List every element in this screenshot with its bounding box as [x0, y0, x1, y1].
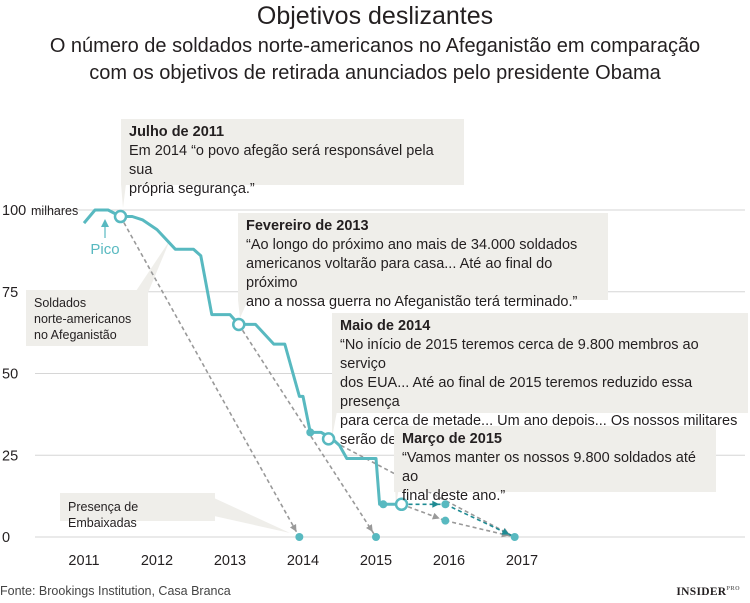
pointer-julho-2011: [121, 184, 126, 208]
projection-line: [119, 216, 301, 538]
y-tick-label: 0: [2, 530, 10, 546]
x-tick-label: 2015: [360, 553, 392, 569]
y-tick-label: 75: [2, 285, 18, 301]
peak-label: Pico: [90, 241, 119, 258]
y-tick-label: 50: [2, 367, 18, 383]
subtitle-text: O número de soldados norte-americanos no…: [49, 35, 701, 84]
troops-series-label: Soldados norte-americanos no Afeganistão: [26, 290, 148, 346]
projection-arrowhead: [366, 524, 373, 532]
y-tick-label: 25: [2, 448, 18, 464]
y-tick-label: 100: [2, 203, 26, 219]
annotation-heading: Julho de 2011: [129, 124, 225, 140]
annotation-fevereiro-2013: Fevereiro de 2013 “Ao longo do próximo a…: [238, 213, 608, 310]
projection-arrowhead: [432, 500, 440, 508]
marker-hollow: [394, 497, 409, 512]
embassy-label: Presença de Embaixadas: [60, 493, 215, 530]
marker-hollow: [113, 209, 128, 224]
annotation-maio-2014: Maio de 2014 “No início de 2015 teremos …: [332, 313, 748, 448]
series-lines: [82, 208, 402, 506]
projection-arrowhead: [289, 523, 297, 532]
source-note: Fonte: Brookings Institution, Casa Branc…: [0, 584, 231, 598]
annotation-heading: Maio de 2014: [340, 318, 431, 334]
markers: Pico: [90, 209, 519, 541]
marker-hollow: [232, 317, 246, 332]
marker-solid: [372, 533, 380, 541]
logo-main: INSIDER: [676, 586, 727, 598]
annotation-julho-2011: Julho de 2011 Em 2014 “o povo afegão ser…: [121, 119, 464, 197]
y-unit-label: milhares: [31, 204, 78, 218]
annotation-heading: Março de 2015: [402, 431, 502, 447]
x-tick-label: 2016: [433, 553, 465, 569]
marker-solid: [306, 428, 315, 437]
projection-arrowhead: [431, 512, 440, 520]
chart-title: Objetivos deslizantes: [256, 2, 494, 30]
chart-subtitle: O número de soldados norte-americanos no…: [0, 33, 750, 87]
x-tick-label: 2013: [214, 553, 246, 569]
x-tick-label: 2017: [506, 553, 538, 569]
logo-sup: PRO: [726, 586, 740, 593]
annotation-marco-2015: Março de 2015 “Vamos manter os nossos 9.…: [394, 426, 716, 504]
x-tick-label: 2014: [287, 553, 319, 569]
peak-arrow-head: [101, 219, 109, 227]
projection-arrowhead: [501, 528, 510, 535]
annotation-heading: Fevereiro de 2013: [246, 218, 369, 234]
marker-hollow: [321, 432, 336, 446]
pointer-troops-label: [130, 240, 170, 300]
marker-solid: [379, 500, 388, 509]
marker-solid: [510, 533, 519, 541]
annotation-text: “Vamos manter os nossos 9.800 soldados a…: [402, 450, 696, 504]
x-tick-label: 2012: [141, 553, 173, 569]
marker-solid: [441, 516, 450, 525]
marker-solid: [295, 533, 304, 541]
annotation-text: “Ao longo do próximo ano mais de 34.000 …: [246, 237, 578, 310]
annotation-text: Em 2014 “o povo afegão será responsável …: [129, 143, 434, 197]
pointer-fevereiro-2013: [238, 300, 248, 318]
x-tick-label: 2011: [68, 553, 99, 569]
troops-line: [82, 208, 402, 506]
pointer-embassy-label: [214, 498, 290, 533]
marker-solid: [441, 500, 450, 509]
axis-labels: 0 25 50 75 100 milhares 2011 2012 2013 2014 2015 20…: [2, 203, 538, 569]
publisher-logo: INSIDERPRO: [676, 586, 740, 598]
